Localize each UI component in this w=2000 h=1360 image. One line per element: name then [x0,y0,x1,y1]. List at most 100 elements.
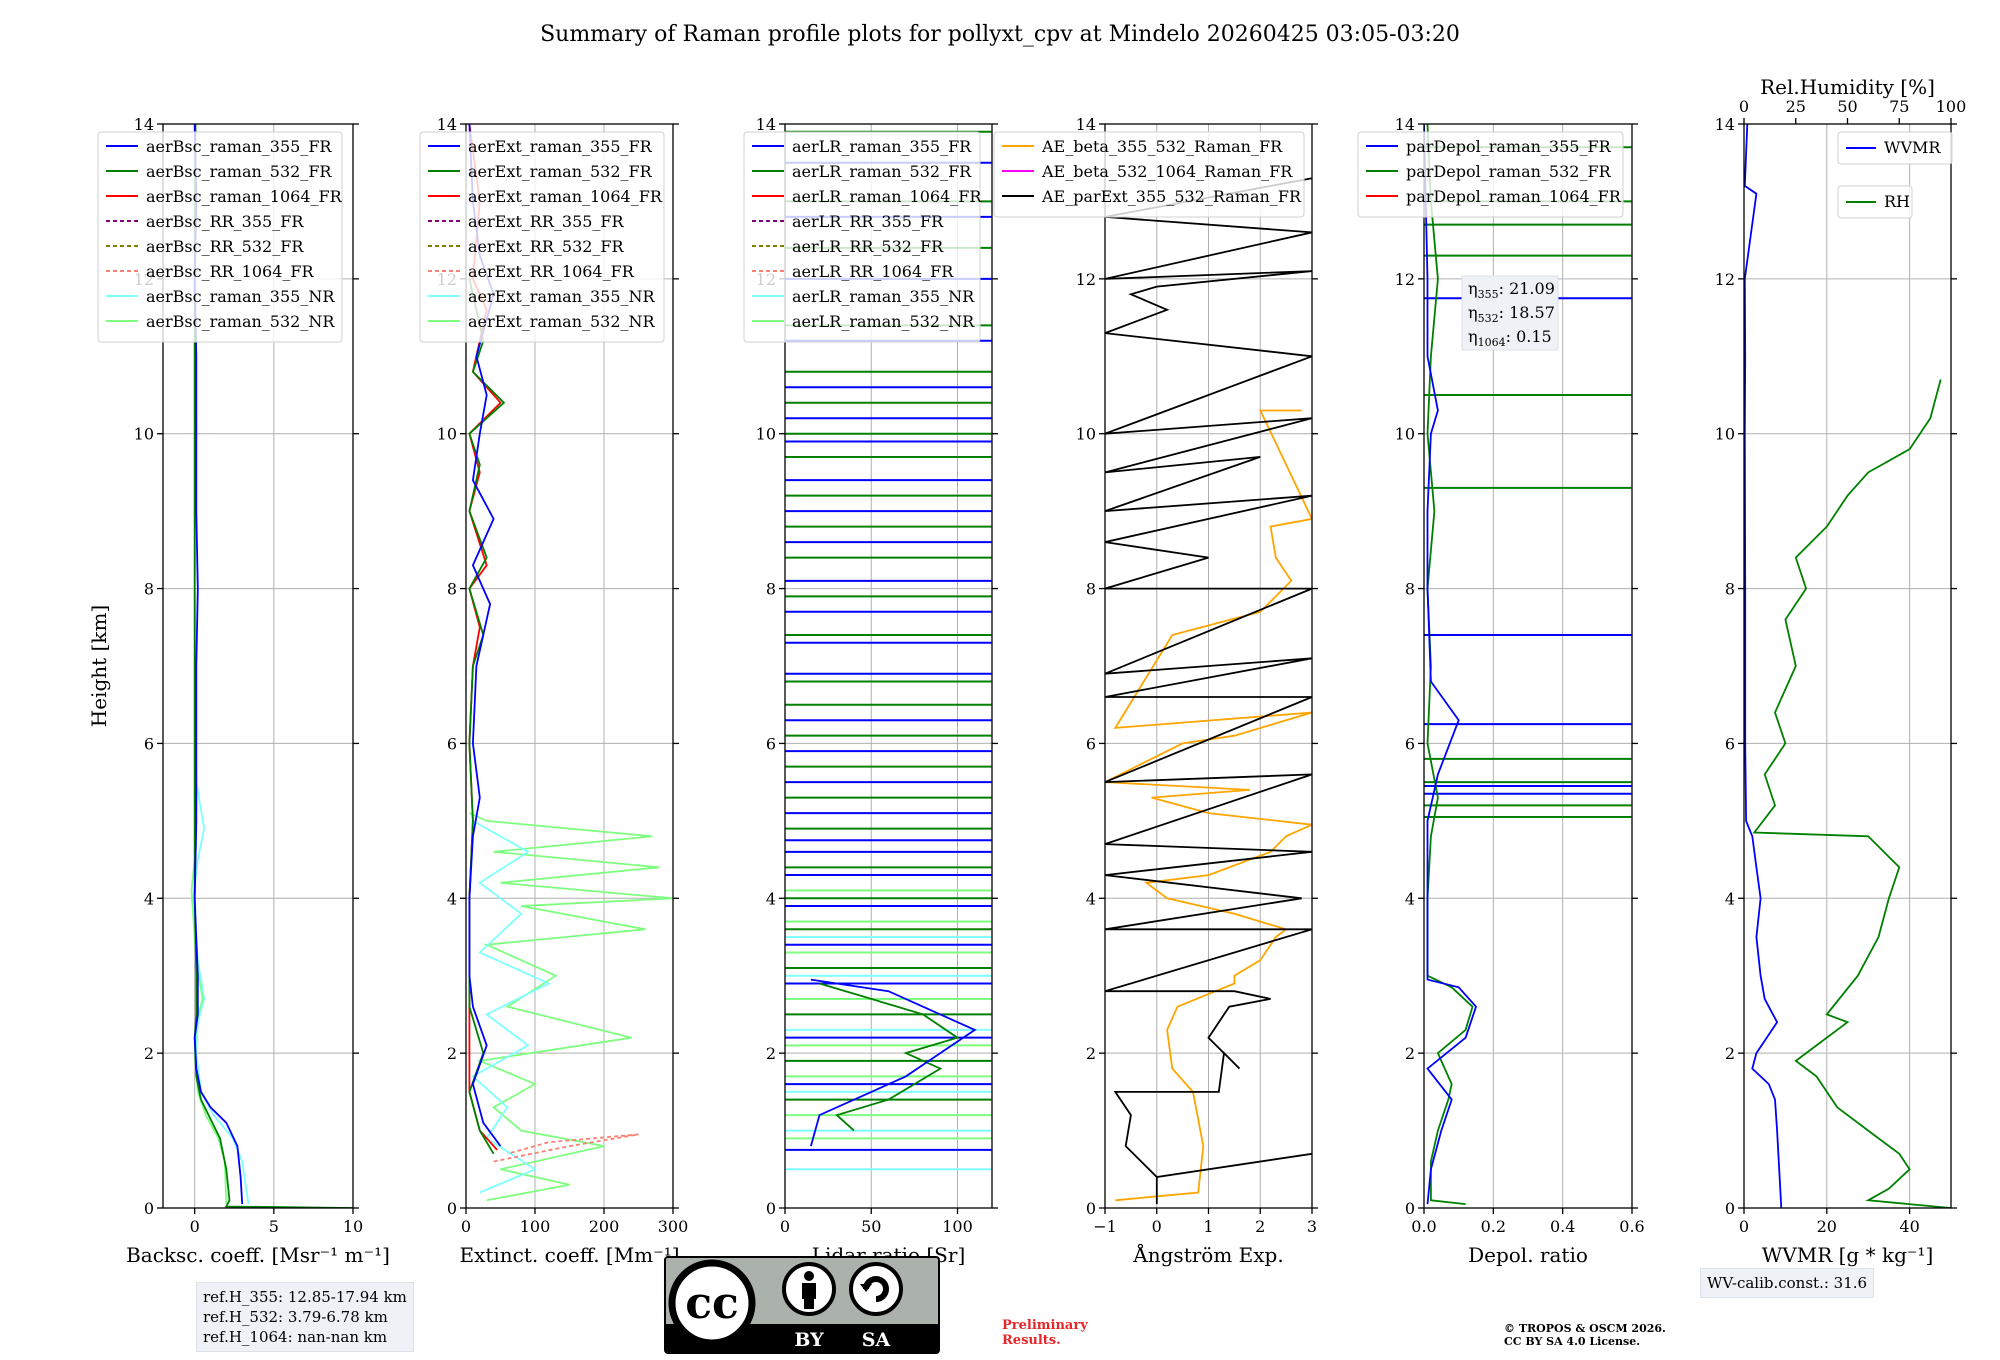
legend-label: AE_beta_355_532_Raman_FR [1041,137,1283,156]
panel-bsc: 024681012140510Backsc. coeff. [Msr⁻¹ m⁻¹… [97,115,390,1267]
ytick-label: 4 [144,889,154,908]
legend-label: AE_beta_532_1064_Raman_FR [1041,162,1293,181]
xtick-label: 10 [343,1217,363,1236]
legend-label: aerExt_RR_355_FR [468,212,625,231]
ytick-label: 4 [1405,889,1415,908]
legend-label: aerBsc_RR_532_FR [146,237,304,256]
panel-lr: 02468101214050100Lidar ratio [Sr]aerLR_r… [743,115,998,1267]
xtick-label: 300 [658,1217,689,1236]
ytick-label: 2 [447,1044,457,1063]
eta-label: η1064: 0.15 [1468,327,1552,349]
legend-label: parDepol_raman_355_FR [1406,137,1612,156]
ytick-label: 6 [1405,734,1415,753]
cc-by-label: BY [794,1329,824,1351]
ytick-label: 6 [447,734,457,753]
ytick-label: 8 [766,580,776,599]
legend-label: AE_parExt_355_532_Raman_FR [1041,187,1302,206]
ytick-label: 4 [447,889,457,908]
series-WVMR [1744,124,1783,1208]
legend-label: parDepol_raman_1064_FR [1406,187,1622,206]
legend-label: aerExt_raman_355_FR [468,137,653,156]
ytick-label: 2 [144,1044,154,1063]
preliminary-results-note: Preliminary Results. [1002,1318,1088,1348]
panel-ext: 024681012140100200300Extinct. coeff. [Mm… [419,115,689,1267]
plot-area-lr [785,130,992,1171]
legend-label: aerExt_RR_532_FR [468,237,625,256]
ytick-label: 12 [1395,270,1415,289]
xtick-label: 0 [1152,1217,1162,1236]
legend-label: WVMR [1884,138,1941,157]
ytick-label: 4 [1725,889,1735,908]
xtick-label: 0.0 [1411,1217,1436,1236]
series-RH [1752,379,1951,1208]
xtick-label: 100 [520,1217,551,1236]
xaxis-label: Ångström Exp. [1132,1242,1283,1267]
top-xtick-label: 50 [1837,97,1857,116]
legend-label: aerBsc_raman_532_NR [146,312,335,331]
ytick-label: 6 [1086,734,1096,753]
copyright-note: © TROPOS & OSCM 2026. CC BY SA 4.0 Licen… [1504,1322,1666,1348]
legend-box [1837,131,1953,165]
ytick-label: 0 [1405,1199,1415,1218]
ytick-label: 10 [1715,425,1735,444]
ytick-label: 6 [1725,734,1735,753]
ytick-label: 4 [766,889,776,908]
xtick-label: 5 [269,1217,279,1236]
legend-label: aerExt_raman_1064_FR [468,187,663,206]
page-title: Summary of Raman profile plots for polly… [540,22,1460,47]
copyright-line-2: CC BY SA 4.0 License. [1504,1335,1641,1348]
plot-area-ae [1105,177,1312,1205]
ytick-label: 0 [766,1199,776,1218]
legend-label: aerExt_RR_1064_FR [468,262,635,281]
ytick-label: 0 [144,1199,154,1218]
legend-label: aerBsc_RR_1064_FR [146,262,315,281]
legend-box [993,131,1305,218]
legend-label: aerLR_raman_355_FR [792,137,972,156]
xtick-label: 0 [190,1217,200,1236]
legend-label: aerBsc_raman_355_FR [146,137,332,156]
legend-box [1357,131,1624,218]
eta-box [1461,275,1559,351]
plot-area-bsc [190,124,353,1208]
xtick-label: 1 [1203,1217,1213,1236]
axes-frame [465,123,674,1209]
ytick-label: 14 [1395,115,1415,134]
xtick-label: 100 [942,1217,973,1236]
ytick-label: 8 [144,580,154,599]
ytick-label: 14 [134,115,154,134]
axes-frame [784,123,993,1209]
series-AE_beta_355_532_Raman_FR [1105,409,1312,1202]
ytick-label: 8 [1725,580,1735,599]
legend-label: aerLR_raman_355_NR [792,287,975,306]
xtick-label: 0 [461,1217,471,1236]
ytick-label: 8 [1405,580,1415,599]
preliminary-line-1: Preliminary [1002,1318,1088,1333]
legend-label: aerLR_raman_532_FR [792,162,972,181]
series-AE_parExt_355_532_Raman_FR [1105,177,1312,1205]
ytick-label: 6 [766,734,776,753]
legend-label: aerLR_RR_1064_FR [792,262,954,281]
legend-label: aerBsc_raman_532_FR [146,162,332,181]
plot-area-wv [1744,124,1951,1208]
cc-sa-label: SA [862,1329,891,1351]
ytick-label: 14 [756,115,776,134]
xtick-label: 2 [1255,1217,1265,1236]
legend-label: RH [1884,192,1910,211]
wv-calibration-constant: WV-calib.const.: 31.6 [1700,1268,1875,1298]
ytick-label: 12 [1715,270,1735,289]
legend-box [743,131,981,343]
top-xtick-label: 100 [1936,97,1967,116]
legend-label: aerExt_raman_355_NR [468,287,656,306]
series-aerLR_raman_532_FR [819,982,960,1132]
ref-height-1064: ref.H_1064: nan-nan km [203,1328,388,1346]
ytick-label: 0 [1725,1199,1735,1218]
ytick-label: 12 [1076,270,1096,289]
legend-label: aerExt_raman_532_NR [468,312,656,331]
ytick-label: 10 [756,425,776,444]
legend-label: aerBsc_RR_355_FR [146,212,304,231]
xaxis-label: Depol. ratio [1468,1243,1588,1267]
xtick-label: 0.6 [1619,1217,1644,1236]
series-aerBsc_raman_355_FR [193,124,244,1205]
